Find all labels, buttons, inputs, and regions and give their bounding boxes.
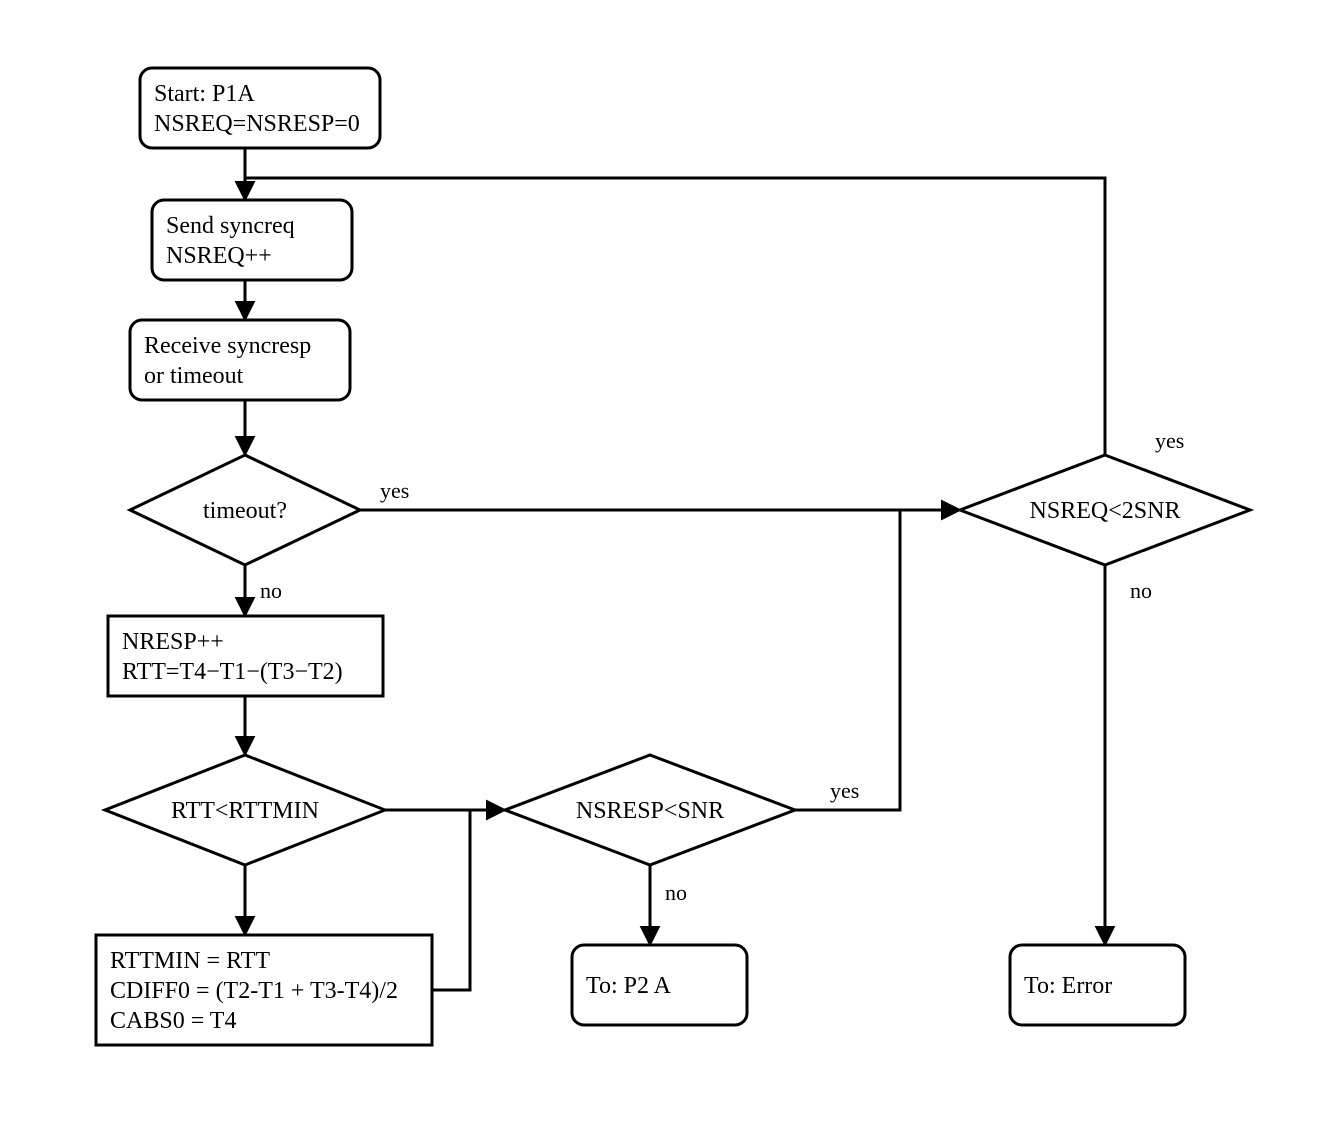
edge-nsresp_q-to-nsreq_q [795, 510, 960, 810]
edge-label-nsresp_q-nsreq_q: yes [830, 778, 859, 803]
node-rttmin_q-label: RTT<RTTMIN [171, 798, 319, 824]
node-p2a-label: To: P2 A [586, 973, 672, 999]
node-nsresp_q-label: NSRESP<SNR [576, 798, 724, 824]
edge-label-nsreq_q-error: no [1130, 578, 1152, 603]
edge-label-nsreq_q-send: yes [1155, 428, 1184, 453]
edge-rttmin_set-to-nsresp_q [432, 810, 505, 990]
node-error-label: To: Error [1024, 973, 1112, 999]
edge-label-timeout-nresp: no [260, 578, 282, 603]
edge-nsreq_q-to-send [245, 178, 1105, 455]
edge-label-timeout-nsreq_q: yes [380, 478, 409, 503]
edge-label-nsresp_q-p2a: no [665, 880, 687, 905]
node-timeout-label: timeout? [203, 498, 287, 524]
node-nsreq_q-label: NSREQ<2SNR [1030, 498, 1181, 524]
